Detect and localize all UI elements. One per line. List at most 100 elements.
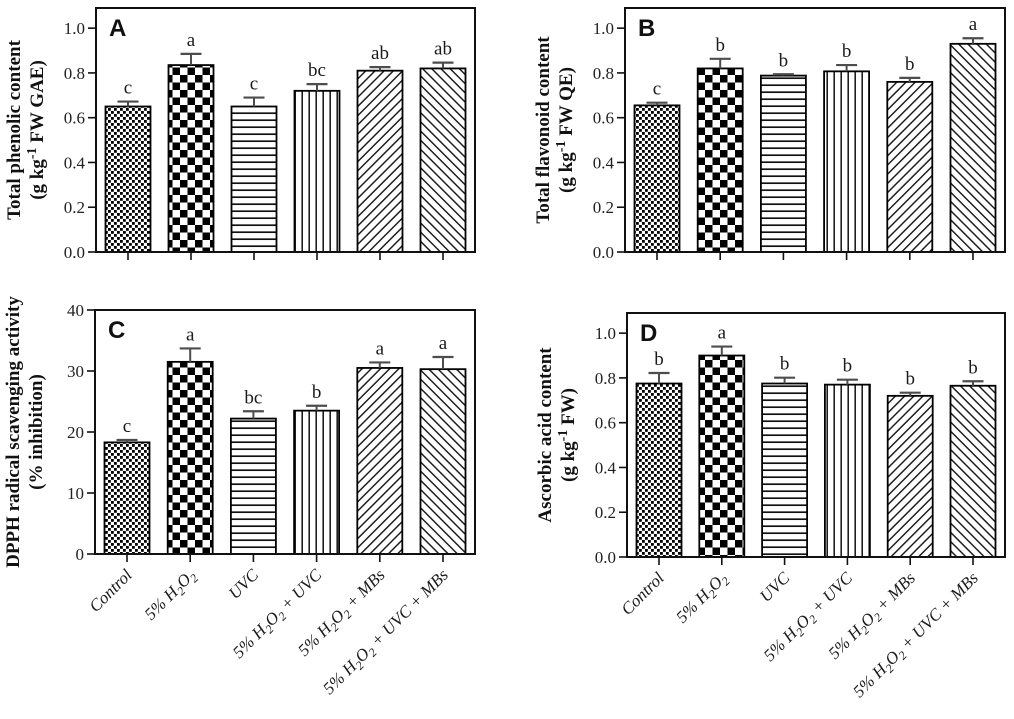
bar-C-uvc (229, 417, 277, 555)
x-tick-label-D-uvc: UVC (756, 568, 794, 606)
axis-frame-C (94, 309, 476, 555)
ytick-label-B-1.0: 1.0 (593, 19, 614, 38)
error-bar-B-5pct-h2o2 (709, 57, 731, 69)
bar-B-5pct-h2o2-mbs (886, 80, 934, 253)
error-bar-D-5pct-h2o2-uvc (836, 378, 858, 385)
ytick-label-D-1.0: 1.0 (595, 324, 616, 343)
bar-D-control (635, 382, 683, 558)
axis-frame-A (95, 7, 476, 253)
error-bar-A-5pct-h2o2-mbs (369, 65, 391, 71)
sig-letter-B-uvc: b (779, 50, 789, 71)
error-bar-D-5pct-h2o2-mbs (899, 391, 921, 396)
error-bar-D-5pct-h2o2 (711, 345, 733, 356)
sig-letter-B-5pct-h2o2-uvc-mbs: a (969, 14, 978, 35)
bar-A-uvc (230, 105, 278, 253)
bar-A-5pct-h2o2-uvc-mbs (419, 67, 467, 253)
x-tick-label-C-5pct-h2o2-uvc-mbs: 5% H2O2 + UVC + MBs (319, 565, 454, 700)
bar-A-5pct-h2o2-mbs (356, 69, 404, 253)
ytick-label-D-0.4: 0.4 (595, 458, 617, 477)
y-axis-title-B: Total flavonoid content (g kg-1 FW QE) (533, 36, 577, 224)
error-bar-B-uvc (772, 73, 794, 76)
error-bar-D-5pct-h2o2-uvc-mbs (962, 380, 984, 386)
plot-area-C (95, 310, 475, 554)
error-bar-B-control (646, 101, 668, 106)
error-bar-C-5pct-h2o2 (179, 347, 201, 362)
sig-letter-A-5pct-h2o2-uvc: bc (308, 60, 326, 81)
ytick-label-D-0.2: 0.2 (595, 503, 616, 522)
sig-letter-A-5pct-h2o2-uvc-mbs: ab (434, 39, 452, 60)
ytick-label-B-0.6: 0.6 (593, 109, 614, 128)
bar-C-control (103, 441, 151, 555)
plot-area-B (625, 8, 1005, 252)
error-bar-A-control (117, 100, 139, 107)
bar-C-5pct-h2o2 (166, 360, 214, 555)
sig-letter-D-5pct-h2o2-uvc: b (843, 356, 853, 377)
x-tick-label-C-uvc: UVC (225, 565, 263, 603)
y-axis-title-C: DPPH radical scavenging activity (% inhib… (3, 296, 47, 568)
panel-label-D: D (640, 320, 657, 347)
ytick-label-B-0.0: 0.0 (593, 243, 614, 262)
ytick-label-A-0.6: 0.6 (64, 109, 85, 128)
error-bar-A-5pct-h2o2-uvc-mbs (432, 61, 454, 69)
bar-B-control (633, 104, 681, 253)
plot-area-A (96, 8, 475, 252)
sig-letter-A-uvc: c (250, 74, 258, 95)
sig-letter-C-control: c (123, 416, 131, 437)
panel-label-B: B (638, 15, 655, 42)
ytick-label-A-0.0: 0.0 (64, 243, 85, 262)
error-bar-C-control (116, 438, 138, 443)
ytick-label-C-10: 10 (67, 484, 84, 503)
sig-letter-D-5pct-h2o2-mbs: b (905, 369, 915, 390)
bar-B-5pct-h2o2-uvc-mbs (949, 42, 997, 253)
ytick-label-C-20: 20 (67, 423, 84, 442)
x-tick-label-D-control: Control (617, 568, 668, 619)
ytick-label-C-0: 0 (76, 545, 85, 564)
bar-D-5pct-h2o2-mbs (886, 394, 934, 558)
ytick-label-C-40: 40 (67, 301, 84, 320)
panel-label-A: A (109, 15, 126, 42)
plot-area-D (627, 313, 1005, 557)
ytick-label-C-30: 30 (67, 362, 84, 381)
bar-A-5pct-h2o2-uvc (293, 89, 341, 253)
y-axis-title-D: Ascorbic acid content (g kg-1 FW) (535, 347, 579, 523)
panel-label-C: C (108, 317, 125, 344)
bar-B-uvc (760, 74, 807, 253)
ytick-label-A-0.8: 0.8 (64, 64, 85, 83)
error-bar-C-uvc (242, 410, 264, 419)
sig-letter-D-control: b (654, 349, 664, 370)
x-tick-label-D-5pct-h2o2: 5% H2O2 (672, 568, 732, 628)
sig-letter-B-5pct-h2o2-uvc: b (842, 41, 852, 62)
sig-letter-B-5pct-h2o2-mbs: b (905, 54, 915, 75)
axis-frame-B (624, 7, 1006, 253)
x-tick-label-C-control: Control (85, 565, 136, 616)
panel-A: c a c bc ab ab 0.0 0.2 0.4 0.6 0.8 1.0 A Total phenol… (4, 7, 476, 262)
error-bar-B-5pct-h2o2-uvc (836, 63, 858, 72)
ytick-label-D-0.6: 0.6 (595, 414, 616, 433)
sig-letter-C-5pct-h2o2-mbs: a (376, 338, 385, 359)
bar-B-5pct-h2o2-uvc (823, 70, 870, 253)
sig-letter-A-5pct-h2o2: a (187, 30, 196, 51)
bar-D-uvc (761, 382, 808, 558)
bar-B-5pct-h2o2 (696, 67, 744, 253)
ytick-label-D-0.8: 0.8 (595, 369, 616, 388)
error-bar-B-5pct-h2o2-mbs (899, 76, 921, 82)
sig-letter-C-uvc: bc (244, 387, 262, 408)
panel-B: c b b b b a 0.0 0.2 0.4 0.6 0.8 1.0 B Total flavonoid… (533, 7, 1006, 262)
sig-letter-B-control: c (653, 79, 661, 100)
sig-letter-B-5pct-h2o2: b (715, 35, 725, 56)
ytick-label-A-0.2: 0.2 (64, 198, 85, 217)
sig-letter-C-5pct-h2o2-uvc: b (312, 382, 322, 403)
sig-letter-D-5pct-h2o2: a (718, 323, 727, 344)
sig-letter-C-5pct-h2o2-uvc-mbs: a (439, 333, 448, 354)
x-tick-label-C-5pct-h2o2: 5% H2O2 (141, 565, 201, 625)
bar-C-5pct-h2o2-uvc-mbs (419, 368, 467, 555)
error-bar-C-5pct-h2o2-mbs (369, 361, 391, 368)
error-bar-C-5pct-h2o2-uvc (306, 404, 328, 411)
bar-D-5pct-h2o2 (698, 354, 746, 558)
y-axis-title-A: Total phenolic content (g kg-1 FW GAE) (4, 39, 48, 219)
error-bar-C-5pct-h2o2-uvc-mbs (432, 355, 454, 370)
ytick-label-B-0.8: 0.8 (593, 64, 614, 83)
